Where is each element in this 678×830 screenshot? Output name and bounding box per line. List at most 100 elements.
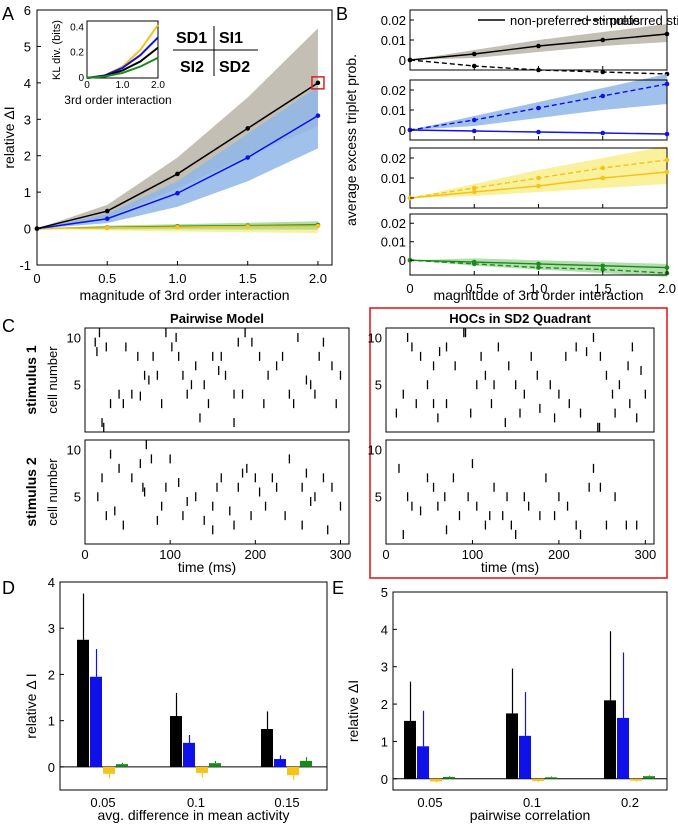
legend-si1: SI1 [219,30,243,47]
bar-sd1 [617,717,629,779]
point-sd2 [315,80,321,86]
bar-si1 [196,766,208,773]
x-tick-label: 2.0 [658,281,676,296]
point-dashed [600,267,606,272]
point-sd1 [104,216,110,222]
bar-sd2 [77,639,89,767]
x-tick-label: 100 [159,547,181,562]
bar-si1 [103,766,115,774]
y-tick-label: 6 [24,3,31,18]
axes-box [392,591,668,791]
y-tick-label: 0.01 [381,235,406,250]
y-tick-label: 0.02 [381,216,406,231]
raster-box [385,327,655,433]
x-tick-label: 0 [406,281,413,296]
point-solid [471,128,477,134]
x-tick-label: 300 [635,547,657,562]
inset-x-tick-label: 0 [84,80,90,91]
point-dashed [536,265,541,270]
point-dashed [471,261,477,267]
bar-sd2 [170,716,182,767]
y-tick-label: 1 [24,185,31,200]
x-axis-label: avg. difference in mean activity [98,807,290,823]
y-axis-label: cell number [45,458,60,526]
legend-sd1: SD1 [176,30,207,47]
point-sd1 [175,190,180,196]
point-solid [664,169,670,175]
raster-title-hoc: HOCs in SD2 Quadrant [449,311,591,326]
y-tick-label: 0 [381,772,388,787]
panel-letter-c: C [2,316,15,336]
panel-e: 0.05 0.1 0.2 0 1 2 3 4 5 pairwise correlation rela… [345,585,668,823]
point-sd2 [104,208,110,214]
point-si1 [245,224,251,229]
y-axis-label: relative Δ I [23,673,39,738]
bar-si2 [300,760,312,767]
x-tick-label: 0.2 [621,795,639,810]
x-tick-label: 0.05 [90,795,115,810]
point-sd2 [175,171,180,177]
y-tick-label: 1 [381,734,388,749]
hoc-highlight-box [369,307,668,579]
point-solid [536,43,541,49]
bar-si2 [545,777,557,779]
panel-letter-e: E [332,578,344,598]
inset-y-tick-label: 0 [78,73,84,84]
point-solid [664,265,670,270]
x-tick-label: 0.1 [187,795,205,810]
y-tick-label: 3 [48,621,55,636]
bar-si2 [443,776,455,779]
panel-c: Pairwise Model HOCs in SD2 Quadrant 5 10 5 10… [23,307,668,579]
y-tick-label: 10 [67,330,81,345]
bar-sd2 [261,728,273,767]
bar-sd2 [404,720,416,779]
x-tick-label: 1.0 [168,271,186,286]
y-tick-label: 4 [24,76,31,91]
point-sd2 [245,126,251,131]
x-tick-label: 0 [33,271,40,286]
x-tick-label: 2.0 [309,271,327,286]
y-axis-label: cell number [45,346,60,414]
row-label-stimulus-2: stimulus 2 [23,457,39,526]
bar-si1 [430,778,442,782]
point-sd1 [245,155,251,160]
bar-sd1 [90,676,102,767]
panel-letter-d: D [2,578,15,598]
bar-sd1 [183,742,195,767]
highlight-box [311,76,325,90]
x-tick-label: 0.5 [465,281,483,296]
axes-box [36,9,333,266]
bar-sd1 [274,759,286,767]
y-axis-label: relative ΔI [345,680,361,742]
x-tick-label: 200 [548,547,570,562]
panel-letter-a: A [2,4,14,24]
x-tick-label: 0 [81,547,88,562]
x-tick-label: 0.05 [417,795,442,810]
y-tick-label: 0 [399,253,406,268]
point-si1 [315,223,321,229]
panel-letter-b: B [336,4,348,24]
y-tick-label: 0 [399,191,406,206]
y-tick-label: 5 [375,490,382,505]
bar-si2 [643,776,655,779]
y-tick-label: 2 [24,149,31,164]
y-tick-label: 2 [381,697,388,712]
point-dashed [471,185,477,191]
point-dashed [600,165,606,171]
bar-sd2 [506,713,518,779]
point-dashed [600,93,606,99]
y-tick-label: 3 [381,660,388,675]
x-tick-label: 300 [330,547,352,562]
point-sd1 [315,113,321,118]
point-solid [536,129,541,135]
legend-solid-label: non-preferred stimulus [510,13,641,28]
y-tick-label: 0.01 [381,103,406,118]
point-dashed [664,157,670,163]
inset-line-si2 [86,56,159,79]
x-tick-label: 100 [462,547,484,562]
y-tick-label: 4 [381,622,388,637]
inset-x-tick-label: 1.0 [116,80,130,91]
y-tick-label: 10 [67,442,81,457]
inset-y-tick-label: 0.4 [70,22,84,33]
